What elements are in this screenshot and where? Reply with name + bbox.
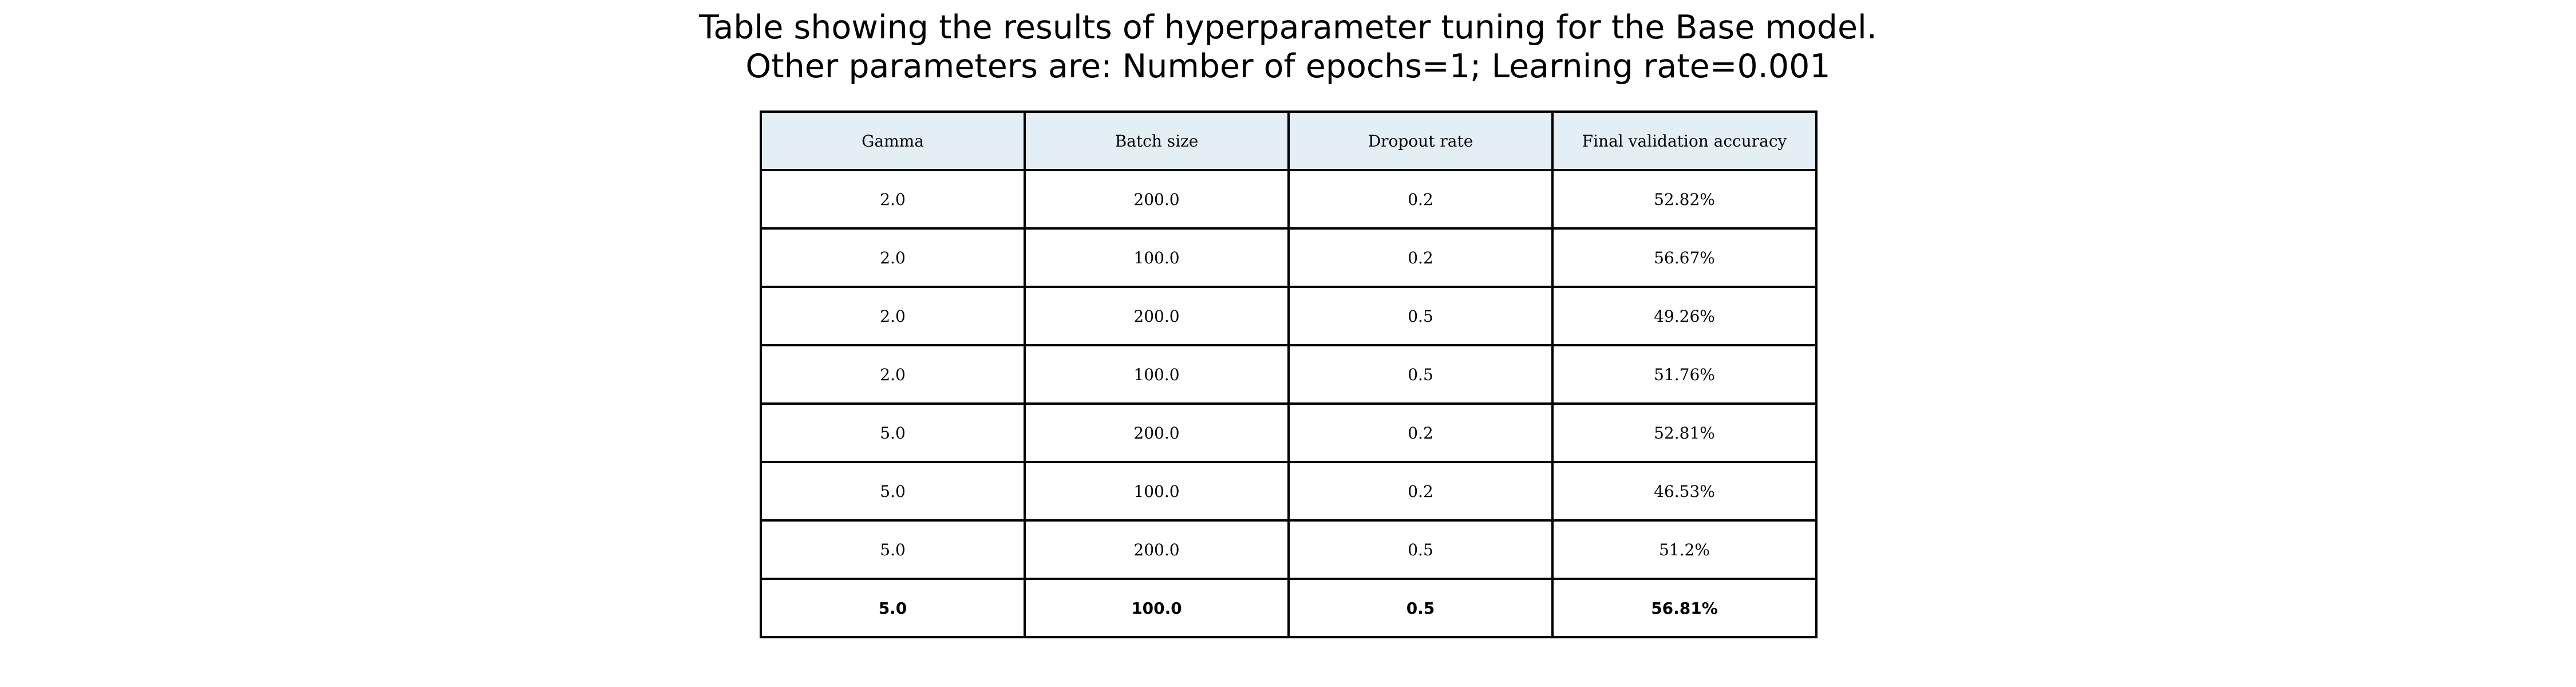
cell-batch-size: 100.0: [1024, 227, 1290, 288]
cell-accuracy: 52.81%: [1551, 402, 1818, 463]
table-row: 2.0 100.0 0.2 56.67%: [760, 227, 1818, 288]
cell-gamma: 2.0: [760, 344, 1026, 405]
table-row: 2.0 200.0 0.2 52.82%: [760, 169, 1818, 230]
table-header-row: Gamma Batch size Dropout rate Final vali…: [760, 110, 1818, 171]
cell-gamma: 5.0: [760, 578, 1026, 638]
cell-gamma: 5.0: [760, 519, 1026, 580]
results-table: Gamma Batch size Dropout rate Final vali…: [760, 110, 1818, 638]
cell-accuracy: 52.82%: [1551, 169, 1818, 230]
cell-gamma: 2.0: [760, 286, 1026, 346]
table-row: 5.0 100.0 0.2 46.53%: [760, 461, 1818, 522]
header-dropout-rate: Dropout rate: [1287, 110, 1554, 171]
cell-dropout-rate: 0.5: [1287, 519, 1554, 580]
cell-accuracy: 46.53%: [1551, 461, 1818, 522]
cell-dropout-rate: 0.2: [1287, 461, 1554, 522]
cell-batch-size: 200.0: [1024, 169, 1290, 230]
cell-batch-size: 200.0: [1024, 402, 1290, 463]
cell-accuracy: 56.67%: [1551, 227, 1818, 288]
cell-gamma: 2.0: [760, 169, 1026, 230]
table-row-best: 5.0 100.0 0.5 56.81%: [760, 578, 1818, 638]
header-final-validation-accuracy: Final validation accuracy: [1551, 110, 1818, 171]
cell-gamma: 2.0: [760, 227, 1026, 288]
cell-batch-size: 200.0: [1024, 286, 1290, 346]
cell-dropout-rate: 0.2: [1287, 227, 1554, 288]
cell-accuracy: 56.81%: [1551, 578, 1818, 638]
header-gamma: Gamma: [760, 110, 1026, 171]
header-batch-size: Batch size: [1024, 110, 1290, 171]
table-row: 2.0 100.0 0.5 51.76%: [760, 344, 1818, 405]
cell-batch-size: 100.0: [1024, 461, 1290, 522]
cell-batch-size: 100.0: [1024, 578, 1290, 638]
cell-batch-size: 200.0: [1024, 519, 1290, 580]
cell-dropout-rate: 0.5: [1287, 286, 1554, 346]
cell-batch-size: 100.0: [1024, 344, 1290, 405]
cell-dropout-rate: 0.2: [1287, 169, 1554, 230]
table-row: 5.0 200.0 0.5 51.2%: [760, 519, 1818, 580]
chart-title-line-2: Other parameters are: Number of epochs=1…: [745, 48, 1831, 85]
table-row: 2.0 200.0 0.5 49.26%: [760, 286, 1818, 346]
cell-gamma: 5.0: [760, 461, 1026, 522]
cell-accuracy: 51.2%: [1551, 519, 1818, 580]
chart-title-line-1: Table showing the results of hyperparame…: [698, 9, 1877, 46]
cell-dropout-rate: 0.5: [1287, 344, 1554, 405]
chart-title: Table showing the results of hyperparame…: [0, 8, 2576, 86]
cell-accuracy: 51.76%: [1551, 344, 1818, 405]
cell-dropout-rate: 0.5: [1287, 578, 1554, 638]
cell-accuracy: 49.26%: [1551, 286, 1818, 346]
table-row: 5.0 200.0 0.2 52.81%: [760, 402, 1818, 463]
cell-dropout-rate: 0.2: [1287, 402, 1554, 463]
cell-gamma: 5.0: [760, 402, 1026, 463]
